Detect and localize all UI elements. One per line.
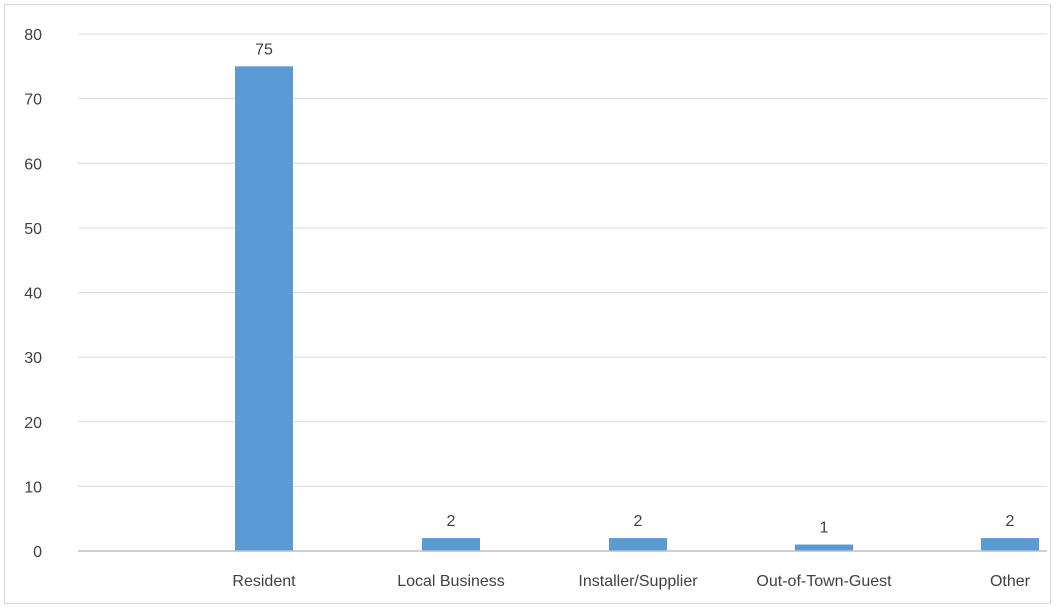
bars xyxy=(235,66,1039,551)
y-tick-label: 70 xyxy=(24,92,42,109)
y-tick-label: 80 xyxy=(24,27,42,44)
bar xyxy=(609,538,667,551)
bar xyxy=(422,538,480,551)
y-tick-label: 50 xyxy=(24,221,42,238)
data-label: 2 xyxy=(447,513,456,530)
data-labels: 75 2 2 1 2 xyxy=(255,41,1014,536)
x-tick-label: Out-of-Town-Guest xyxy=(756,573,892,590)
y-tick-label: 20 xyxy=(24,415,42,432)
data-label: 75 xyxy=(255,41,273,58)
y-tick-label: 40 xyxy=(24,286,42,303)
y-tick-label: 0 xyxy=(33,544,42,561)
bar xyxy=(795,544,853,551)
bar xyxy=(981,538,1039,551)
y-tick-labels: 0 10 20 30 40 50 60 70 80 xyxy=(24,27,42,561)
y-tick-label: 10 xyxy=(24,479,42,496)
data-label: 2 xyxy=(634,513,643,530)
data-label: 2 xyxy=(1006,513,1015,530)
x-tick-label: Installer/Supplier xyxy=(578,573,698,590)
gridlines xyxy=(78,33,1047,487)
x-tick-labels: Resident Local Business Installer/Supplier… xyxy=(232,573,1030,590)
chart-frame xyxy=(4,4,1051,604)
data-label: 1 xyxy=(820,520,829,537)
x-tick-label: Other xyxy=(990,573,1031,590)
y-tick-label: 30 xyxy=(24,350,42,367)
y-tick-label: 60 xyxy=(24,156,42,173)
x-tick-label: Local Business xyxy=(397,573,505,590)
x-tick-label: Resident xyxy=(232,573,296,590)
bar xyxy=(235,66,293,551)
